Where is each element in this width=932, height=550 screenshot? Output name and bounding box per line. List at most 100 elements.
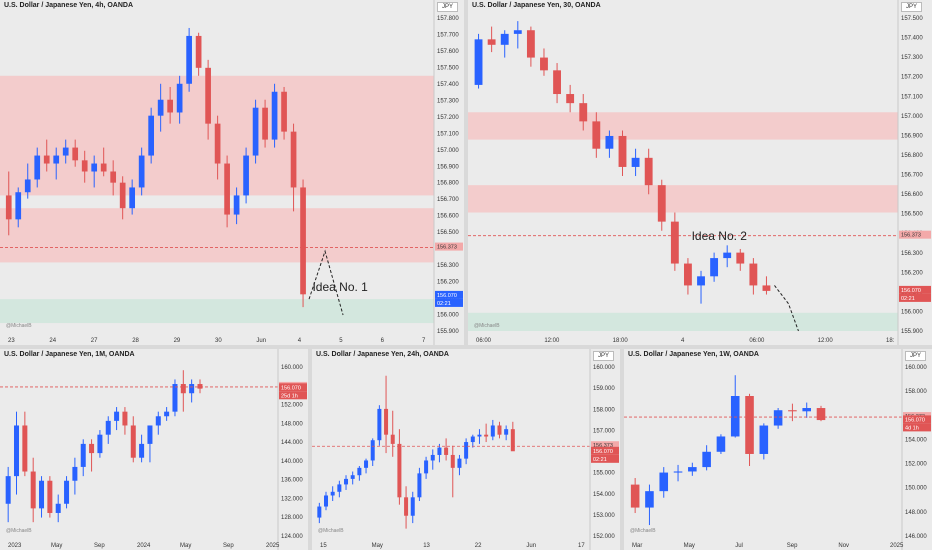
price-tag bbox=[435, 242, 463, 251]
y-tick-label: 157.300 bbox=[901, 55, 923, 61]
candle-body bbox=[344, 478, 349, 485]
y-tick-label: 156.000 bbox=[437, 313, 459, 319]
price-tag-label: 156.373 bbox=[901, 233, 921, 239]
y-tick-label: 157.500 bbox=[437, 65, 459, 71]
candle-body bbox=[290, 131, 297, 188]
watermark: @MichaelB bbox=[6, 323, 32, 329]
x-tick-label: Sep bbox=[94, 543, 105, 549]
candle-body bbox=[773, 410, 783, 426]
y-tick-label: 156.200 bbox=[901, 270, 923, 276]
candle-body bbox=[474, 39, 483, 85]
x-tick-label: Jun bbox=[526, 543, 536, 549]
candle-body bbox=[122, 411, 128, 426]
candle-body bbox=[657, 185, 666, 222]
y-tick-label: 156.600 bbox=[901, 192, 923, 198]
candle-body bbox=[631, 157, 640, 167]
candle-body bbox=[670, 221, 679, 264]
candle-body bbox=[300, 187, 306, 295]
candle-body bbox=[702, 451, 711, 468]
x-tick-label: 18:00 bbox=[613, 338, 629, 344]
candle-body bbox=[22, 425, 28, 472]
x-tick-label: May bbox=[684, 543, 695, 549]
candle-body bbox=[317, 506, 322, 518]
x-tick-label: 29 bbox=[174, 338, 181, 344]
candle-body bbox=[605, 135, 614, 149]
candle-body bbox=[645, 491, 654, 508]
candle-body bbox=[176, 83, 183, 113]
candle-body bbox=[47, 480, 53, 513]
x-tick-label: 27 bbox=[91, 338, 98, 344]
x-tick-label: 5 bbox=[339, 338, 343, 344]
candle-body bbox=[762, 285, 771, 291]
y-tick-label: 157.300 bbox=[437, 98, 459, 104]
candle-body bbox=[430, 454, 435, 461]
x-tick-label: 28 bbox=[132, 338, 139, 344]
x-tick-label: May bbox=[180, 543, 191, 549]
candle-body bbox=[214, 123, 221, 164]
candle-body bbox=[164, 411, 170, 417]
candle-body bbox=[470, 436, 475, 443]
chart-panel-5[interactable]: 160.000158.000156.000154.000152.000150.0… bbox=[624, 349, 932, 550]
y-tick-label: 160.000 bbox=[905, 365, 927, 371]
zone-green bbox=[468, 312, 898, 331]
candle-body bbox=[497, 425, 502, 435]
candle-body bbox=[243, 155, 249, 196]
candle-body bbox=[155, 416, 161, 426]
chart-svg: 160.000156.000152.000148.000144.000140.0… bbox=[0, 349, 308, 550]
x-tick-label: 13 bbox=[423, 543, 430, 549]
price-axis bbox=[902, 349, 932, 550]
chart-panel-1[interactable]: 157.800 157.700 157.600 157.500 157.400 157.3… bbox=[0, 0, 464, 345]
candle-body bbox=[630, 484, 640, 508]
candle-body bbox=[384, 408, 389, 435]
idea-annotation: Idea No. 2 bbox=[692, 229, 748, 243]
candle-body bbox=[80, 443, 86, 467]
candle-body bbox=[172, 384, 178, 412]
chart-panel-2[interactable]: 157.500 157.400 157.300 157.200 157.100 157.0… bbox=[468, 0, 932, 345]
y-tick-label: 152.000 bbox=[281, 403, 303, 409]
chart-panel-3[interactable]: 160.000156.000152.000148.000144.000140.0… bbox=[0, 349, 308, 550]
candle-body bbox=[81, 160, 88, 172]
x-tick-label: 17 bbox=[578, 543, 585, 549]
x-tick-label: 2025 bbox=[890, 543, 904, 549]
chart-svg: 160.000159.000158.000157.000156.000155.0… bbox=[312, 349, 620, 550]
y-tick-label: 157.200 bbox=[437, 115, 459, 121]
candle-body bbox=[477, 434, 482, 437]
y-tick-label: 132.000 bbox=[281, 496, 303, 502]
price-tag-label: 4d 1h bbox=[905, 425, 919, 431]
y-tick-label: 158.000 bbox=[593, 407, 615, 413]
price-tag bbox=[435, 290, 463, 299]
y-tick-label: 157.800 bbox=[437, 16, 459, 22]
candle-body bbox=[186, 35, 192, 84]
candle-body bbox=[262, 107, 268, 140]
candle-body bbox=[802, 408, 812, 412]
candle-body bbox=[97, 434, 103, 454]
candle-body bbox=[759, 425, 769, 454]
chart-title: U.S. Dollar / Japanese Yen, 1W, OANDA bbox=[628, 351, 759, 358]
price-tag-label: 156.070 bbox=[593, 449, 613, 455]
y-tick-label: 154.000 bbox=[905, 437, 927, 443]
y-tick-label: 157.700 bbox=[437, 32, 459, 38]
y-tick-label: 156.300 bbox=[901, 251, 923, 257]
y-tick-label: 157.100 bbox=[437, 131, 459, 137]
x-tick-label: May bbox=[372, 543, 383, 549]
candle-body bbox=[39, 480, 45, 509]
y-tick-label: 157.500 bbox=[901, 16, 923, 22]
price-tag-label: 156.373 bbox=[593, 443, 613, 449]
y-tick-label: 156.000 bbox=[901, 309, 923, 315]
price-tag bbox=[899, 285, 931, 294]
candle-body bbox=[91, 163, 98, 172]
candle-body bbox=[281, 91, 287, 132]
y-tick-label: 146.000 bbox=[905, 534, 927, 540]
y-tick-label: 154.000 bbox=[593, 492, 615, 498]
y-tick-label: 156.500 bbox=[437, 230, 459, 236]
x-tick-label: 30 bbox=[215, 338, 222, 344]
y-tick-label: 148.000 bbox=[281, 421, 303, 427]
watermark: @MichaelB bbox=[474, 323, 500, 329]
y-tick-label: 160.000 bbox=[593, 365, 615, 371]
candle-body bbox=[450, 454, 455, 468]
y-tick-label: 153.000 bbox=[593, 513, 615, 519]
chart-panel-4[interactable]: 160.000159.000158.000157.000156.000155.0… bbox=[312, 349, 620, 550]
candle-body bbox=[500, 33, 509, 45]
price-tag-label: 02:21 bbox=[901, 296, 915, 302]
candle-body bbox=[788, 410, 797, 412]
